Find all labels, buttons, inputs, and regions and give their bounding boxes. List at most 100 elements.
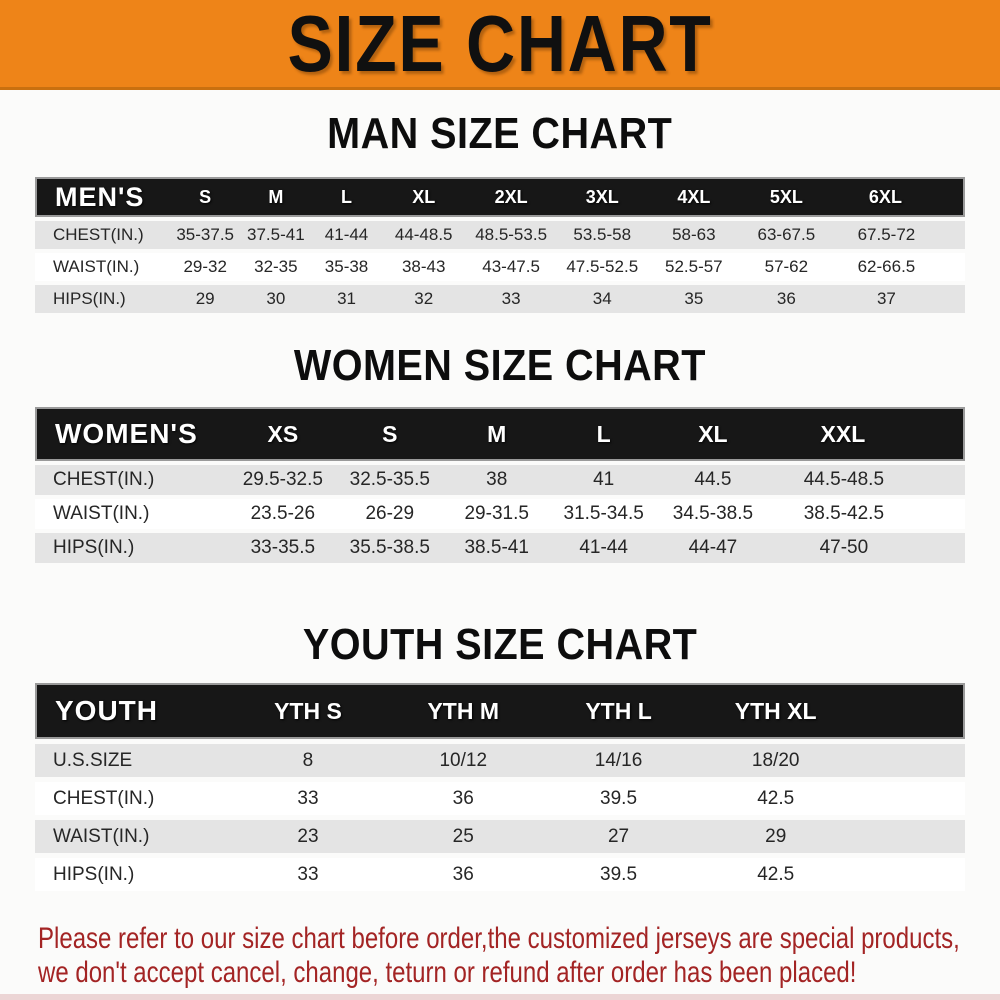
size-value: 34.5-38.5: [658, 499, 768, 529]
disclaimer-line-2: we don't accept cancel, change, teturn o…: [38, 956, 857, 989]
size-column-header: XL: [381, 177, 466, 217]
size-value: 34: [556, 285, 648, 313]
table-header-row: MEN'S S M L XL 2XL 3XL 4XL 5XL 6XL: [35, 177, 965, 217]
size-value: 33: [465, 285, 557, 313]
size-value: [855, 858, 965, 891]
size-value: 41-44: [549, 533, 659, 563]
size-column-header: L: [549, 407, 659, 461]
size-value: 25: [385, 820, 541, 853]
size-value: 29: [169, 285, 241, 313]
size-value: 38: [444, 465, 550, 495]
table-label-header: MEN'S: [35, 177, 170, 217]
size-column-header: S: [335, 407, 445, 461]
size-value: 35.5-38.5: [335, 533, 445, 563]
size-column-header: 3XL: [556, 177, 648, 217]
youth-section-heading: YOUTH SIZE CHART: [0, 622, 1000, 668]
size-column-header: YTH L: [540, 683, 697, 739]
size-value: 29-31.5: [444, 499, 550, 529]
size-value: 47.5-52.5: [556, 253, 648, 281]
row-label: WAIST(IN.): [35, 253, 170, 281]
size-value: [855, 782, 965, 815]
table-row: U.S.SIZE 8 10/12 14/16 18/20: [35, 744, 965, 777]
size-value: 27: [540, 820, 697, 853]
size-value: 10/12: [385, 744, 541, 777]
size-value: 33: [230, 782, 386, 815]
table-row: CHEST(IN.) 33 36 39.5 42.5: [35, 782, 965, 815]
size-value: 33: [230, 858, 386, 891]
table-label-header: YOUTH: [35, 683, 231, 739]
size-value: 38.5-42.5: [767, 499, 965, 529]
table-header-row: YOUTH YTH S YTH M YTH L YTH XL: [35, 683, 965, 739]
size-value: 39.5: [540, 858, 697, 891]
size-column-header: XL: [658, 407, 768, 461]
size-column-header: 5XL: [739, 177, 833, 217]
size-value: 29-32: [169, 253, 241, 281]
size-value: 43-47.5: [465, 253, 557, 281]
row-label: CHEST(IN.): [35, 782, 231, 815]
table-row: HIPS(IN.) 33-35.5 35.5-38.5 38.5-41 41-44 44-…: [35, 533, 965, 563]
size-value: 44.5-48.5: [767, 465, 965, 495]
size-column-header: M: [444, 407, 550, 461]
size-value: 48.5-53.5: [465, 221, 557, 249]
size-value: 53.5-58: [556, 221, 648, 249]
women-section-heading: WOMEN SIZE CHART: [0, 343, 1000, 389]
size-value: 36: [385, 858, 541, 891]
table-header-row: WOMEN'S XS S M L XL XXL: [35, 407, 965, 461]
size-value: 33-35.5: [230, 533, 336, 563]
men-section-heading-text: MAN SIZE CHART: [327, 109, 673, 158]
size-value: 42.5: [696, 858, 856, 891]
size-value: 41-44: [311, 221, 382, 249]
size-value: 32-35: [240, 253, 312, 281]
women-section-heading-text: WOMEN SIZE CHART: [293, 341, 706, 390]
size-value: 32: [381, 285, 466, 313]
size-value: 39.5: [540, 782, 697, 815]
men-section: MAN SIZE CHART MEN'S S M L XL 2XL 3XL 4XL 5XL 6XL…: [0, 111, 1000, 317]
size-value: 41: [549, 465, 659, 495]
row-label: U.S.SIZE: [35, 744, 231, 777]
banner: SIZE CHART: [0, 0, 1000, 90]
size-column-header: YTH S: [230, 683, 386, 739]
size-column-header: L: [311, 177, 382, 217]
youth-section: YOUTH SIZE CHART YOUTH YTH S YTH M YTH L YTH…: [0, 622, 1000, 896]
size-value: 32.5-35.5: [335, 465, 445, 495]
bottom-edge-strip: [0, 994, 1000, 1000]
size-value: 52.5-57: [647, 253, 740, 281]
disclaimer-line-1: Please refer to our size chart before or…: [38, 922, 960, 955]
size-value: 44-48.5: [381, 221, 466, 249]
size-value: 31: [311, 285, 382, 313]
table-row: WAIST(IN.) 23.5-26 26-29 29-31.5 31.5-34.5 34…: [35, 499, 965, 529]
table-row: HIPS(IN.) 33 36 39.5 42.5: [35, 858, 965, 891]
size-value: 38-43: [381, 253, 466, 281]
size-column-header: XS: [230, 407, 336, 461]
size-value: 23: [230, 820, 386, 853]
size-value: 35: [647, 285, 740, 313]
size-value: 29.5-32.5: [230, 465, 336, 495]
size-column-header: 4XL: [647, 177, 740, 217]
size-column-header: XXL: [767, 407, 965, 461]
size-column-header: M: [240, 177, 312, 217]
size-value: 36: [739, 285, 833, 313]
size-value: 38.5-41: [444, 533, 550, 563]
size-value: 23.5-26: [230, 499, 336, 529]
size-value: 44.5: [658, 465, 768, 495]
men-size-table: MEN'S S M L XL 2XL 3XL 4XL 5XL 6XL CHEST(IN.) 35-37…: [35, 173, 965, 317]
size-value: [855, 820, 965, 853]
size-value: 30: [240, 285, 312, 313]
table-row: CHEST(IN.) 29.5-32.5 32.5-35.5 38 41 44.5 44.5…: [35, 465, 965, 495]
size-value: 42.5: [696, 782, 856, 815]
row-label: WAIST(IN.): [35, 499, 231, 529]
size-chart-body: MAN SIZE CHART MEN'S S M L XL 2XL 3XL 4XL 5XL 6XL…: [0, 111, 1000, 896]
size-value: 67.5-72: [832, 221, 965, 249]
size-column-header: 6XL: [832, 177, 965, 217]
table-row: CHEST(IN.) 35-37.5 37.5-41 41-44 44-48.5 48.5…: [35, 221, 965, 249]
size-value: 37.5-41: [240, 221, 312, 249]
size-column-header: S: [169, 177, 241, 217]
men-section-heading: MAN SIZE CHART: [0, 111, 1000, 157]
disclaimer: Please refer to our size chart before or…: [0, 922, 1000, 990]
table-row: WAIST(IN.) 29-32 32-35 35-38 38-43 43-47.5 47.…: [35, 253, 965, 281]
women-size-table: WOMEN'S XS S M L XL XXL CHEST(IN.) 29.5-32.5 32.5…: [35, 403, 965, 567]
size-value: 26-29: [335, 499, 445, 529]
size-value: 62-66.5: [832, 253, 965, 281]
size-column-header: 2XL: [465, 177, 557, 217]
